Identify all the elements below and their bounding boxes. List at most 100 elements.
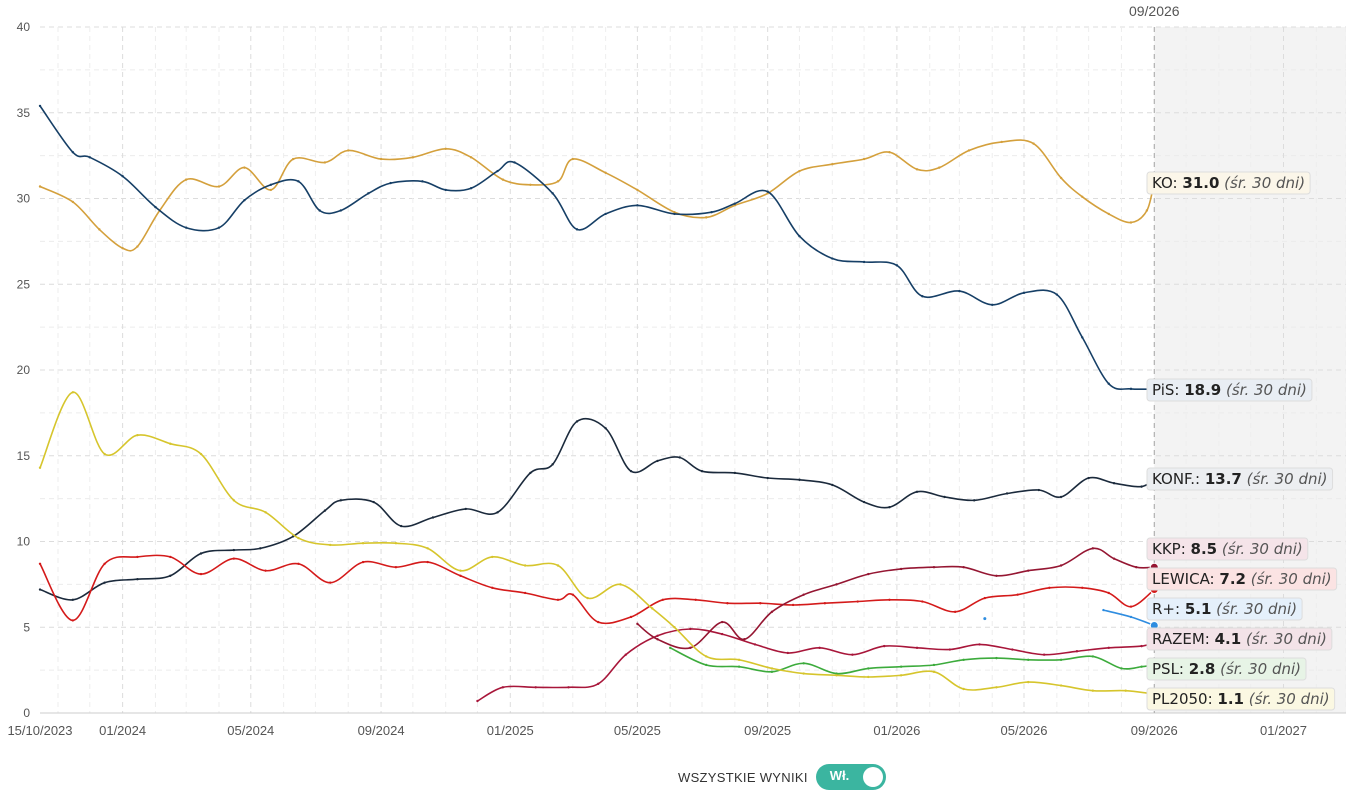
data-point xyxy=(1129,605,1133,608)
data-point xyxy=(136,578,139,581)
data-point xyxy=(694,598,697,602)
end-label-party: PSL: xyxy=(1152,660,1189,678)
data-point xyxy=(259,547,262,550)
end-label-box xyxy=(1146,627,1333,651)
data-point xyxy=(1037,488,1041,492)
data-point xyxy=(318,209,321,212)
x-tick-label: 05/2025 xyxy=(614,723,661,738)
data-point xyxy=(297,180,300,183)
x-tick-label: 15/10/2023 xyxy=(7,723,72,738)
data-point xyxy=(1022,291,1026,295)
data-point xyxy=(604,427,607,430)
series-konf xyxy=(38,417,1159,602)
data-point xyxy=(297,536,300,540)
y-tick-label: 40 xyxy=(17,20,31,34)
data-point xyxy=(835,674,838,677)
end-label-value: 31.0 xyxy=(1182,174,1219,192)
end-label-note: (śr. 30 dni) xyxy=(1244,690,1330,708)
end-label-note: (śr. 30 dni) xyxy=(1215,660,1301,678)
end-label-box xyxy=(1146,657,1307,681)
data-point xyxy=(661,598,665,602)
data-point xyxy=(1048,586,1051,590)
data-point xyxy=(426,560,429,564)
data-point xyxy=(962,566,965,569)
data-point xyxy=(673,626,676,629)
data-point xyxy=(575,228,579,231)
data-point xyxy=(232,557,236,560)
series-line-kkp xyxy=(477,628,1155,702)
data-point xyxy=(556,180,560,183)
data-point xyxy=(1107,591,1110,595)
end-label-pis: PiS: 18.9 (śr. 30 dni) xyxy=(1146,378,1313,402)
data-point xyxy=(743,638,746,641)
data-point xyxy=(791,603,795,607)
y-tick-label: 20 xyxy=(17,363,31,377)
series-ko xyxy=(38,139,1159,252)
data-point xyxy=(689,627,692,631)
data-point xyxy=(915,168,919,171)
end-label-party: KO: xyxy=(1152,174,1182,192)
data-point xyxy=(798,169,801,173)
data-point xyxy=(629,615,633,619)
data-point xyxy=(575,420,579,423)
data-point xyxy=(831,257,834,260)
data-point xyxy=(379,157,383,161)
data-point xyxy=(523,564,527,567)
data-point xyxy=(604,171,607,174)
end-label-razem: RAZEM: 4.1 (śr. 30 dni) xyxy=(1146,627,1333,651)
end-label-party: KKP: xyxy=(1152,540,1191,558)
y-tick-label: 30 xyxy=(17,192,31,206)
data-point xyxy=(38,466,42,469)
data-point xyxy=(513,161,516,164)
data-point xyxy=(656,638,659,641)
data-point xyxy=(501,686,505,689)
end-label-party: PL2050: xyxy=(1152,690,1217,708)
data-point xyxy=(733,204,737,207)
data-point xyxy=(88,156,91,159)
data-point xyxy=(269,188,273,192)
data-point xyxy=(38,588,42,591)
end-label-text: KONF.: 13.7 (śr. 30 dni) xyxy=(1152,470,1328,488)
end-label-note: (śr. 30 dni) xyxy=(1217,540,1303,558)
data-point xyxy=(867,667,870,670)
end-label-value: 2.8 xyxy=(1189,660,1216,678)
end-label-value: 8.5 xyxy=(1191,540,1218,558)
data-point xyxy=(932,566,936,569)
data-point xyxy=(726,602,729,605)
x-tick-label: 01/2026 xyxy=(873,723,920,738)
data-point xyxy=(431,516,435,519)
data-point xyxy=(1140,644,1143,648)
all-results-toggle[interactable]: Wł. xyxy=(815,764,886,790)
data-point xyxy=(921,295,924,298)
data-point xyxy=(973,499,976,502)
data-point xyxy=(389,181,392,185)
data-point xyxy=(862,500,866,504)
data-point xyxy=(71,200,75,204)
data-point xyxy=(459,574,462,577)
data-point xyxy=(1081,586,1084,590)
data-point xyxy=(867,572,870,576)
data-point xyxy=(1091,689,1095,692)
data-point xyxy=(1059,684,1063,687)
data-point xyxy=(1005,492,1009,495)
data-point xyxy=(1140,665,1143,668)
data-point xyxy=(705,655,708,658)
data-point xyxy=(619,583,622,586)
data-point xyxy=(802,593,805,596)
end-label-party: PiS: xyxy=(1152,381,1184,399)
data-point xyxy=(978,643,981,646)
series-line-lewica xyxy=(39,554,1155,625)
end-label-box xyxy=(1146,537,1309,561)
series-pl2050 xyxy=(38,391,1159,699)
data-point xyxy=(1107,382,1110,385)
data-point xyxy=(217,185,221,188)
data-point xyxy=(476,699,479,703)
series-line-razem xyxy=(636,547,1155,650)
data-point xyxy=(899,674,903,677)
data-point xyxy=(733,471,737,475)
end-label-box xyxy=(1146,467,1334,491)
data-point xyxy=(802,662,805,665)
data-point xyxy=(323,509,327,512)
data-point xyxy=(636,204,639,207)
data-point xyxy=(217,226,221,229)
